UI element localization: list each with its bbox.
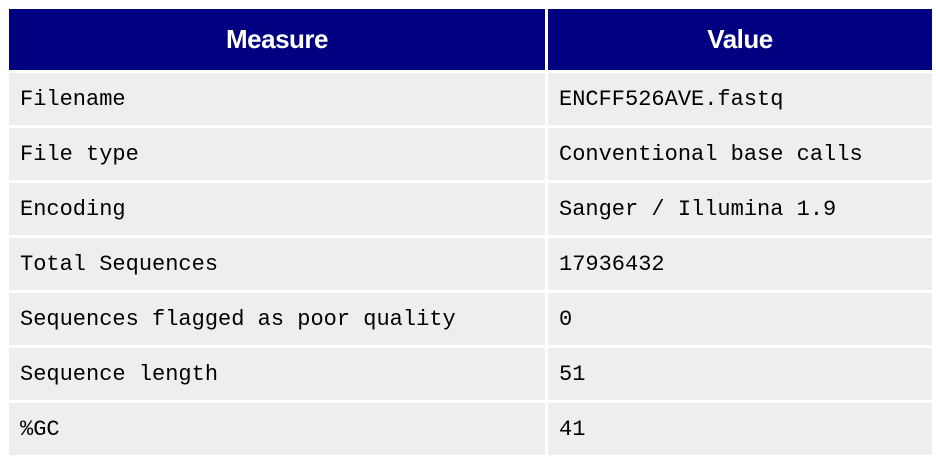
header-measure: Measure <box>9 9 545 70</box>
value-cell: Sanger / Illumina 1.9 <box>548 183 932 235</box>
table-row: File type Conventional base calls <box>9 128 932 180</box>
measure-cell: Sequence length <box>9 348 545 400</box>
value-cell: Conventional base calls <box>548 128 932 180</box>
basic-statistics-table: Measure Value Filename ENCFF526AVE.fastq… <box>6 6 935 458</box>
table-row: Encoding Sanger / Illumina 1.9 <box>9 183 932 235</box>
table-header: Measure Value <box>9 9 932 70</box>
value-cell: 51 <box>548 348 932 400</box>
table-body: Filename ENCFF526AVE.fastq File type Con… <box>9 73 932 455</box>
value-cell: 41 <box>548 403 932 455</box>
measure-cell: Sequences flagged as poor quality <box>9 293 545 345</box>
table-row: Sequence length 51 <box>9 348 932 400</box>
measure-cell: %GC <box>9 403 545 455</box>
table-row: Filename ENCFF526AVE.fastq <box>9 73 932 125</box>
header-value: Value <box>548 9 932 70</box>
measure-cell: Total Sequences <box>9 238 545 290</box>
basic-statistics-table-container: Measure Value Filename ENCFF526AVE.fastq… <box>9 9 932 455</box>
measure-cell: Filename <box>9 73 545 125</box>
value-cell: 17936432 <box>548 238 932 290</box>
measure-cell: Encoding <box>9 183 545 235</box>
value-cell: ENCFF526AVE.fastq <box>548 73 932 125</box>
table-row: Total Sequences 17936432 <box>9 238 932 290</box>
table-row: Sequences flagged as poor quality 0 <box>9 293 932 345</box>
measure-cell: File type <box>9 128 545 180</box>
header-row: Measure Value <box>9 9 932 70</box>
value-cell: 0 <box>548 293 932 345</box>
table-row: %GC 41 <box>9 403 932 455</box>
